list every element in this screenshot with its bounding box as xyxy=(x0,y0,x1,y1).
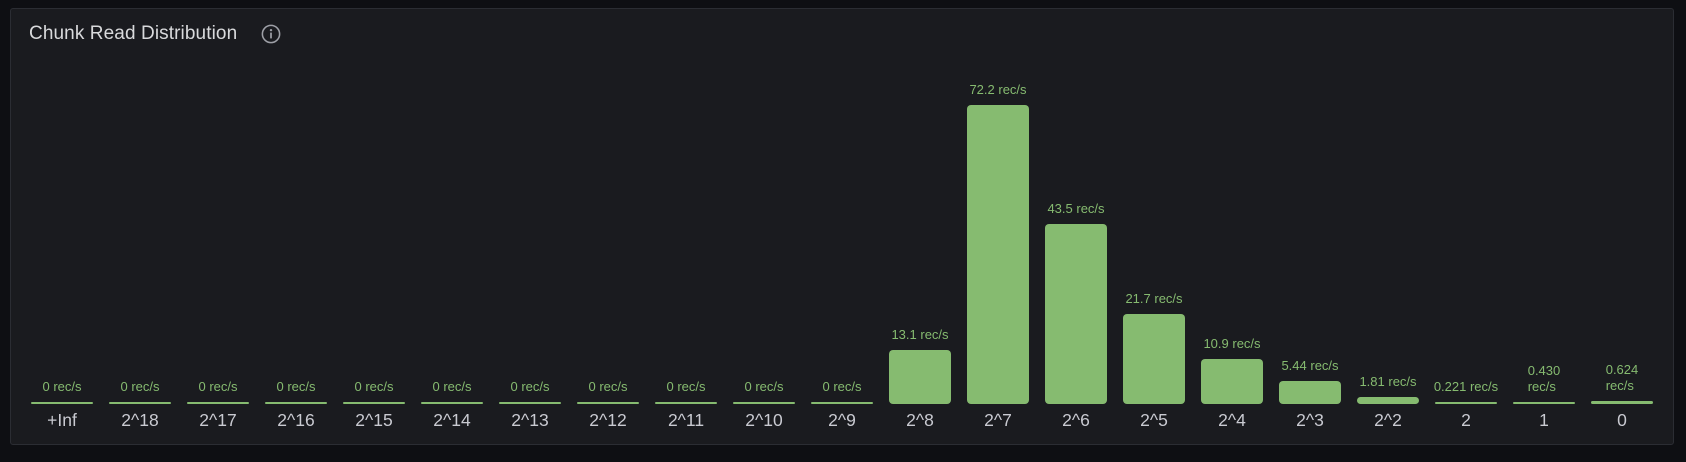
bar-column-2^7: 72.2 rec/s xyxy=(959,51,1037,404)
bar-column-2^9: 0 rec/s xyxy=(803,51,881,404)
bar-column-2^6: 43.5 rec/s xyxy=(1037,51,1115,404)
x-axis-label: 2^13 xyxy=(511,410,549,430)
bar[interactable] xyxy=(811,402,873,404)
bar-value-label: 72.2 rec/s xyxy=(969,82,1027,98)
x-axis-label: 2^16 xyxy=(277,410,315,430)
bar-value-label: 1.81 rec/s xyxy=(1359,374,1417,390)
bar[interactable] xyxy=(1357,397,1419,404)
bar-column-2: 0.221 rec/s xyxy=(1427,51,1505,404)
bar[interactable] xyxy=(187,402,249,404)
bar[interactable] xyxy=(31,402,93,404)
bar-value-label: 0 rec/s xyxy=(822,379,862,395)
x-axis: +Inf 2^18 2^17 2^16 2^15 2^14 2^13 2^12 2^11 2^10… xyxy=(23,404,1661,444)
bar-value-label: 0.430 rec/s xyxy=(1527,363,1561,395)
bar[interactable] xyxy=(343,402,405,404)
bar[interactable] xyxy=(1123,314,1185,404)
bar-column-2^18: 0 rec/s xyxy=(101,51,179,404)
bar-value-label: 0 rec/s xyxy=(198,379,238,395)
bar-column-2^2: 1.81 rec/s xyxy=(1349,51,1427,404)
bar-column-2^8: 13.1 rec/s xyxy=(881,51,959,404)
bar-value-label: 0 rec/s xyxy=(588,379,628,395)
bar[interactable] xyxy=(1591,401,1653,404)
bar-value-label: 0 rec/s xyxy=(354,379,394,395)
bar-chart: 0 rec/s 0 rec/s 0 rec/s 0 rec/s 0 rec/s 0 rec… xyxy=(23,51,1661,444)
x-axis-label: 2^8 xyxy=(906,410,934,430)
bar-column-2^14: 0 rec/s xyxy=(413,51,491,404)
x-axis-label: 2^14 xyxy=(433,410,471,430)
bar-value-label: 0 rec/s xyxy=(666,379,706,395)
bar[interactable] xyxy=(655,402,717,404)
bar-column-2^12: 0 rec/s xyxy=(569,51,647,404)
bar[interactable] xyxy=(1045,224,1107,404)
bar-column-2^5: 21.7 rec/s xyxy=(1115,51,1193,404)
x-axis-label: 2^3 xyxy=(1296,410,1324,430)
bar[interactable] xyxy=(1201,359,1263,404)
x-axis-label: 2^4 xyxy=(1218,410,1246,430)
x-axis-label: 2^11 xyxy=(667,410,705,430)
bar-column-1: 0.430 rec/s xyxy=(1505,51,1583,404)
panel-title: Chunk Read Distribution xyxy=(29,23,238,44)
bar-value-label: 13.1 rec/s xyxy=(891,327,949,343)
bar[interactable] xyxy=(499,402,561,404)
bar-value-label: 0 rec/s xyxy=(276,379,316,395)
x-axis-label: 0 xyxy=(1617,410,1627,430)
bar-column-2^3: 5.44 rec/s xyxy=(1271,51,1349,404)
bar-value-label: 0 rec/s xyxy=(120,379,160,395)
x-axis-label: 2^10 xyxy=(745,410,783,430)
x-axis-label: 2^18 xyxy=(121,410,159,430)
bar-column-2^13: 0 rec/s xyxy=(491,51,569,404)
bar-value-label: 5.44 rec/s xyxy=(1281,358,1339,374)
bar-value-label: 0.624 rec/s xyxy=(1605,362,1639,394)
bar[interactable] xyxy=(733,402,795,404)
bar-column-2^11: 0 rec/s xyxy=(647,51,725,404)
x-axis-label: +Inf xyxy=(47,410,77,430)
bar-value-label: 0 rec/s xyxy=(744,379,784,395)
bar-value-label: 0.221 rec/s xyxy=(1433,379,1499,395)
x-axis-label: 2^6 xyxy=(1062,410,1090,430)
bar-column-0: 0.624 rec/s xyxy=(1583,51,1661,404)
bar-column-2^4: 10.9 rec/s xyxy=(1193,51,1271,404)
bar-column-2^15: 0 rec/s xyxy=(335,51,413,404)
bar-value-label: 21.7 rec/s xyxy=(1125,291,1183,307)
bar-value-label: 0 rec/s xyxy=(42,379,82,395)
info-circle-icon[interactable] xyxy=(261,24,281,44)
x-axis-label: 2^9 xyxy=(828,410,856,430)
bar-value-label: 0 rec/s xyxy=(432,379,472,395)
bar[interactable] xyxy=(889,350,951,404)
panel-chunk-read-distribution: Chunk Read Distribution 0 rec/s 0 rec/s 0 … xyxy=(10,8,1674,445)
bar[interactable] xyxy=(109,402,171,404)
plot-area: 0 rec/s 0 rec/s 0 rec/s 0 rec/s 0 rec/s 0 rec… xyxy=(23,51,1661,404)
x-axis-label: 2 xyxy=(1461,410,1471,430)
bar[interactable] xyxy=(421,402,483,404)
x-axis-label: 2^7 xyxy=(984,410,1012,430)
bar-column-2^10: 0 rec/s xyxy=(725,51,803,404)
bar-value-label: 10.9 rec/s xyxy=(1203,336,1261,352)
bar[interactable] xyxy=(1279,381,1341,404)
x-axis-label: 2^15 xyxy=(355,410,393,430)
bar[interactable] xyxy=(577,402,639,404)
x-axis-label: 2^2 xyxy=(1374,410,1402,430)
x-axis-label: 2^17 xyxy=(199,410,237,430)
bar-column-2^16: 0 rec/s xyxy=(257,51,335,404)
bar[interactable] xyxy=(1513,402,1575,404)
x-axis-label: 2^12 xyxy=(589,410,627,430)
panel-header: Chunk Read Distribution xyxy=(23,9,1661,51)
bar-value-label: 43.5 rec/s xyxy=(1047,201,1105,217)
bar-column-+Inf: 0 rec/s xyxy=(23,51,101,404)
bar[interactable] xyxy=(967,105,1029,404)
x-axis-label: 1 xyxy=(1539,410,1549,430)
bar[interactable] xyxy=(1435,402,1497,404)
bar[interactable] xyxy=(265,402,327,404)
x-axis-label: 2^5 xyxy=(1140,410,1168,430)
bar-column-2^17: 0 rec/s xyxy=(179,51,257,404)
bar-value-label: 0 rec/s xyxy=(510,379,550,395)
